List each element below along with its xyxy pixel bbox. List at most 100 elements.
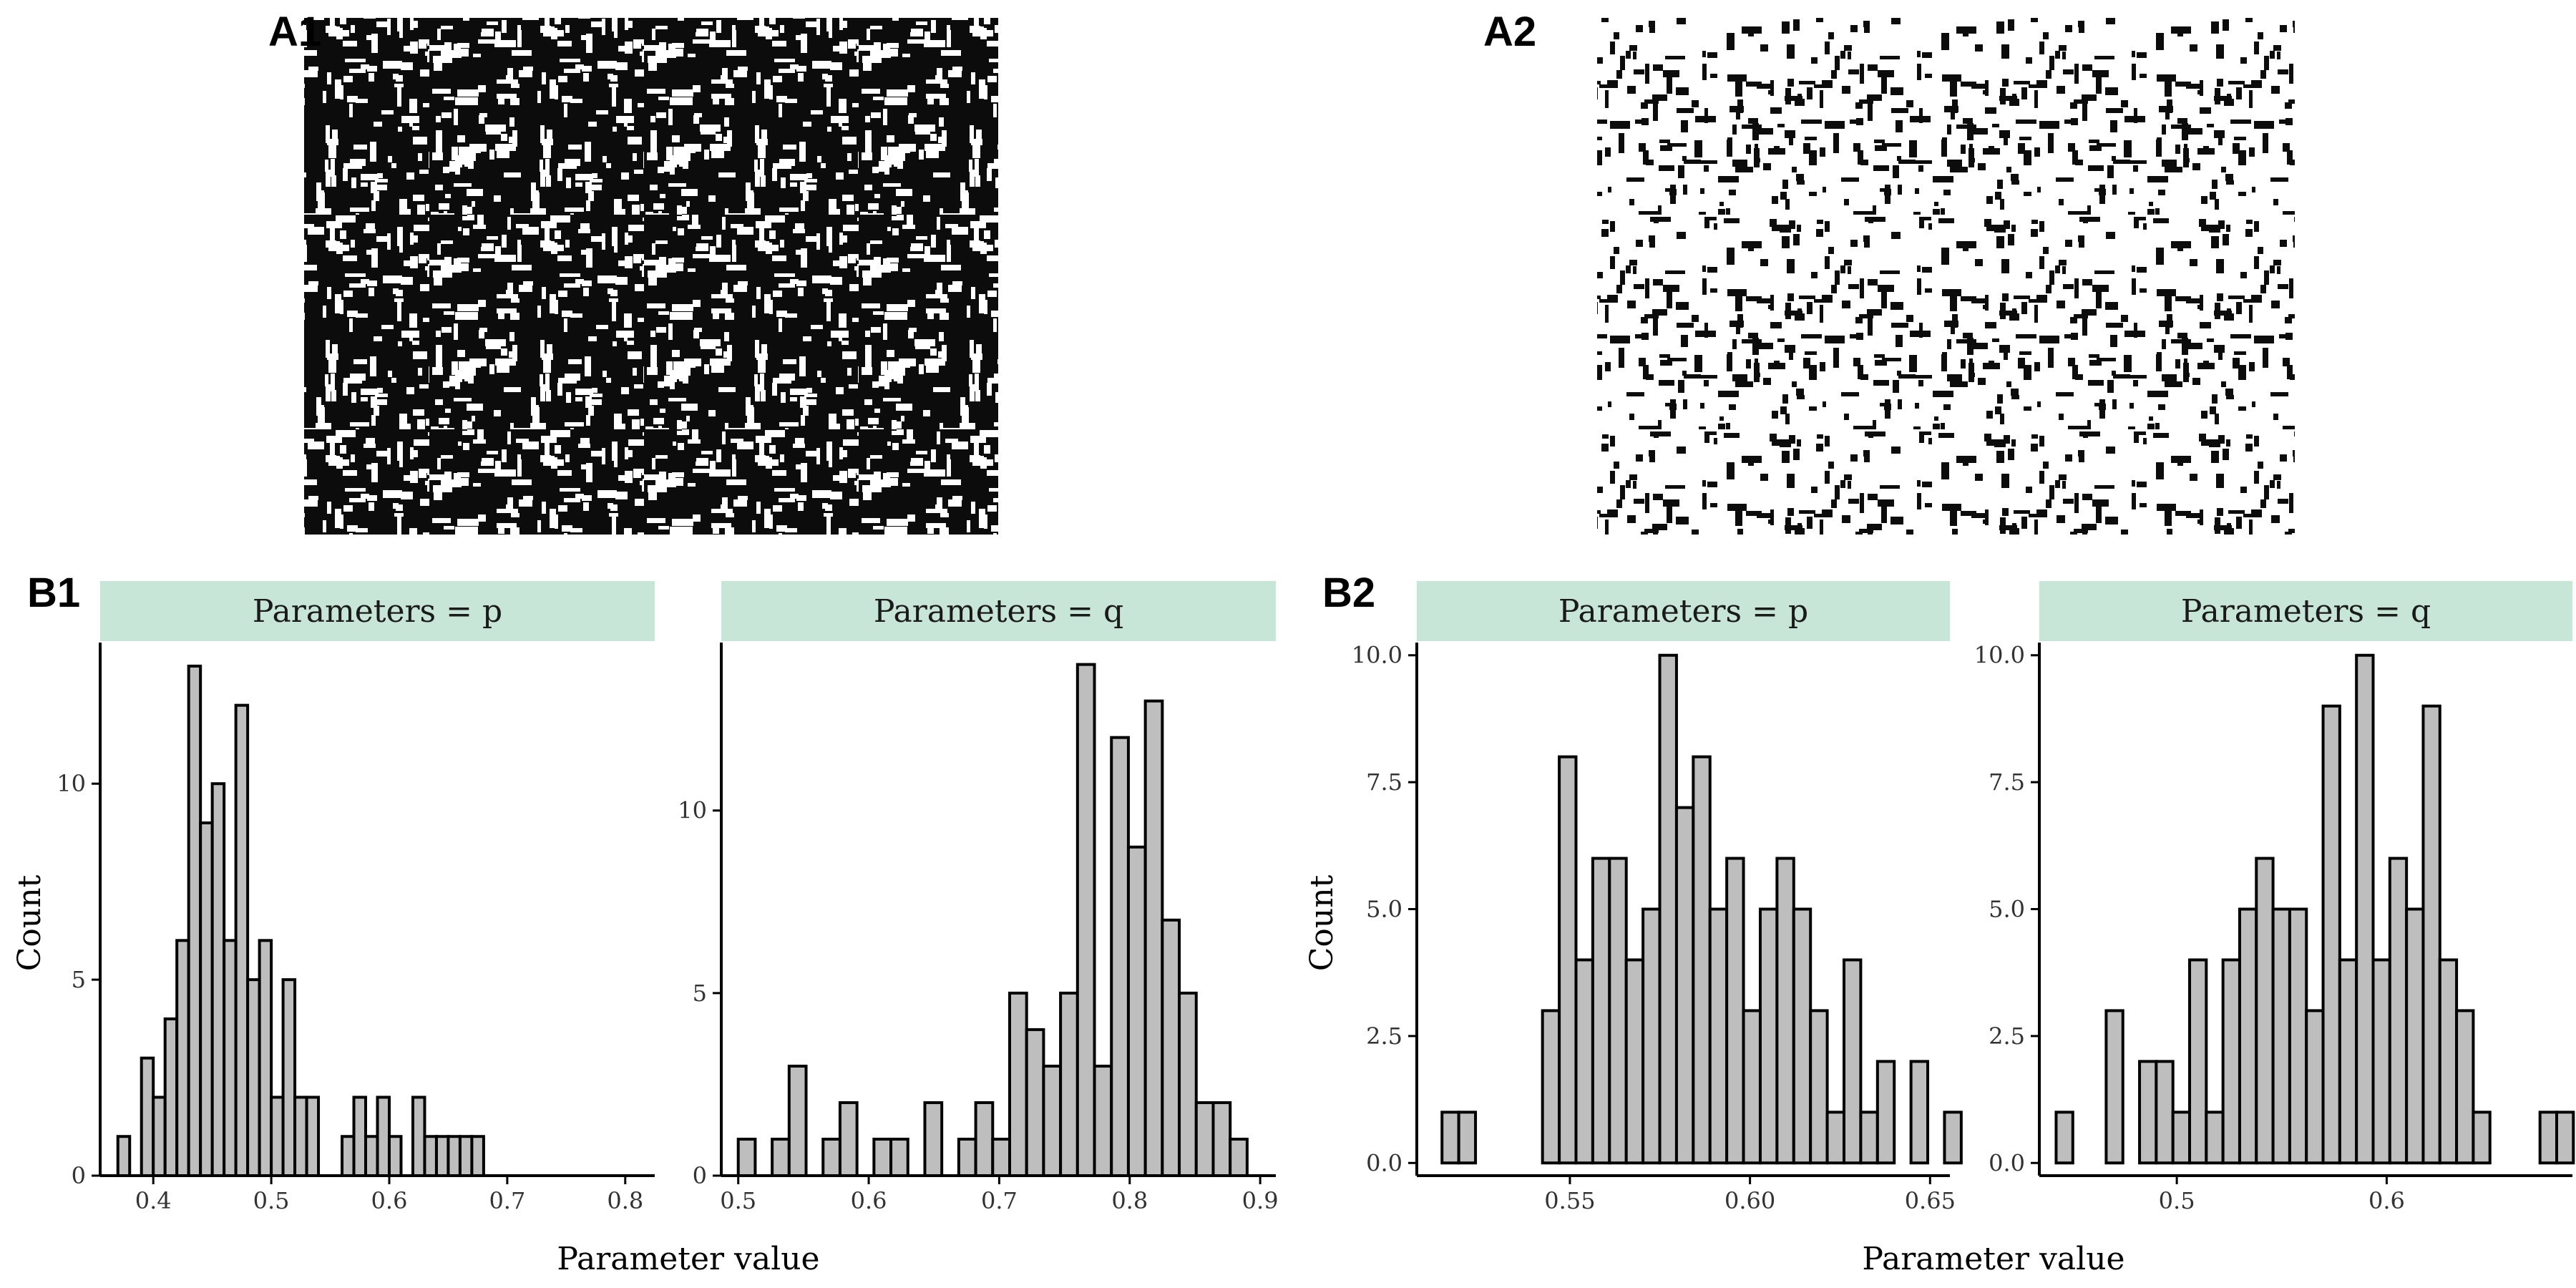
b2-q-bar [2188, 958, 2208, 1165]
b1-q-bar [1059, 991, 1079, 1178]
b2-q-bar [2288, 907, 2308, 1165]
b1-p-bar [175, 939, 190, 1177]
b2-panel-tag: B2 [1322, 570, 1375, 616]
panel-a1: A1 [268, 9, 998, 535]
b2-q-bar [2205, 1111, 2225, 1165]
b1-q-bar [1025, 1028, 1045, 1177]
b1-p-bar [116, 1135, 132, 1177]
b1-p-bar [258, 939, 273, 1177]
b1-p-y-tick-label: 0 [72, 1162, 86, 1189]
b1-p-x-tick-label: 0.4 [135, 1187, 172, 1214]
b1-q-x-tick-label: 0.8 [1111, 1187, 1148, 1214]
b1-p-x-tick-label: 0.5 [253, 1187, 290, 1214]
b1-p-bar [376, 1096, 391, 1177]
b2-p-y-tick-label: 5.0 [1366, 896, 1402, 923]
b2-p-y-tick-label: 7.5 [1366, 769, 1402, 796]
panel-b1: B1 Count Parameter value Parameters = p 0… [11, 570, 1279, 1277]
b1-facet-q: Parameters = q 0.5 0.6 0.7 0.8 0.9 0 5 10 [678, 581, 1279, 1214]
b1-q-bar [957, 1137, 977, 1178]
b1-q-bar [991, 1137, 1011, 1178]
b1-p-bar [364, 1135, 379, 1177]
b1-facet-p: Parameters = p 0.4 0.5 0.6 0.7 0.8 0 5 10 [57, 581, 655, 1214]
b2-p-strip-label: Parameters = p [1558, 593, 1808, 630]
b2-q-bar [2321, 704, 2341, 1165]
b2-q-bar [2305, 1009, 2325, 1165]
b1-q-x-tick-label: 0.7 [981, 1187, 1018, 1214]
b1-p-bar [223, 939, 238, 1177]
b2-p-bar [1708, 907, 1729, 1165]
b1-q-bar [1093, 1064, 1113, 1178]
b1-q-strip [721, 581, 1276, 641]
b2-facet-q: Parameters = q 0.5 0.6 0.0 2.5 5.0 7.5 10.0 [1974, 581, 2575, 1214]
b2-q-x-tick-label: 0.5 [2159, 1187, 2195, 1214]
b2-q-bar [2371, 958, 2391, 1165]
b1-p-bar [199, 821, 214, 1178]
b2-p-bar [1558, 755, 1578, 1165]
b2-q-y-tick-label: 10.0 [1974, 642, 2025, 669]
b2-facet-p: Parameters = p 0.55 0.60 0.65 0.0 2.5 5.0 7.5 10… [1352, 581, 1963, 1214]
b1-p-x-tick-label: 0.8 [607, 1187, 643, 1214]
b1-p-y-tick-label: 5 [72, 966, 86, 993]
b1-q-bar [1126, 845, 1147, 1177]
b2-p-bar [1742, 1009, 1762, 1165]
b1-q-bar [1143, 699, 1164, 1177]
b1-q-y-tick-label: 0 [693, 1162, 707, 1189]
b1-p-bar [447, 1135, 462, 1177]
a1-landscape-raster [304, 18, 998, 535]
b1-p-strip [100, 581, 655, 641]
b2-p-bar [1692, 755, 1712, 1165]
b1-q-bar [872, 1137, 893, 1178]
b2-q-y-tick-label: 7.5 [1989, 769, 2025, 796]
b1-p-bar [270, 1096, 285, 1177]
b1-p-bar [152, 1096, 167, 1177]
b1-q-bar [787, 1064, 808, 1178]
b1-y-axis-title: Count [11, 874, 48, 971]
b1-q-bar [1229, 1137, 1249, 1178]
b2-q-bar [2171, 1111, 2192, 1165]
b1-p-bar [234, 703, 250, 1177]
b2-q-bar [2405, 907, 2425, 1165]
b2-y-axis-title: Count [1304, 874, 1340, 971]
b2-p-bar [1574, 958, 1594, 1165]
b2-q-bar [2388, 857, 2409, 1165]
b2-q-bar [2472, 1111, 2492, 1165]
b2-p-bar [1591, 857, 1611, 1165]
b2-p-bar [1775, 857, 1795, 1165]
b1-p-strip-label: Parameters = p [253, 593, 502, 630]
b2-p-y-tick-label: 2.5 [1366, 1023, 1402, 1050]
b1-q-bar [1194, 1101, 1215, 1177]
b2-q-bar [2104, 1009, 2124, 1165]
b1-q-bar [1110, 736, 1130, 1178]
b2-q-bar [2255, 857, 2275, 1165]
b2-p-bar [1792, 907, 1813, 1165]
b1-q-y-tick-label: 5 [693, 980, 707, 1007]
b2-p-bar [1758, 907, 1779, 1165]
b2-p-x-tick-label: 0.55 [1544, 1187, 1595, 1214]
b1-p-bar [246, 978, 261, 1177]
b1-p-bar [163, 1017, 179, 1177]
b2-p-bar [1658, 653, 1678, 1165]
b1-p-bar [305, 1096, 321, 1177]
b2-q-bar [2054, 1111, 2074, 1165]
b1-p-bar [281, 978, 297, 1177]
b2-p-bar [1725, 857, 1745, 1165]
b1-panel-tag: B1 [27, 570, 80, 616]
b1-p-bar [352, 1096, 368, 1177]
b1-p-bar [458, 1135, 474, 1177]
b1-p-bar [341, 1135, 356, 1177]
b2-q-y-tick-label: 2.5 [1989, 1023, 2025, 1050]
b2-q-bar [2555, 1111, 2575, 1165]
b2-p-bar [1541, 1009, 1561, 1165]
b2-p-bar [1843, 958, 1863, 1165]
b1-p-y-tick-label: 10 [57, 770, 86, 797]
b2-q-y-tick-label: 5.0 [1989, 896, 2025, 923]
a2-landscape-raster [1597, 18, 2295, 535]
b2-q-bar [2238, 907, 2258, 1165]
b2-q-bar [2455, 1009, 2475, 1165]
b1-p-x-tick-label: 0.7 [489, 1187, 525, 1214]
b1-q-bar [1008, 991, 1028, 1178]
b1-p-x-tick-label: 0.6 [371, 1187, 408, 1214]
b2-p-bar [1859, 1111, 1879, 1165]
b1-q-bar [1211, 1101, 1232, 1177]
